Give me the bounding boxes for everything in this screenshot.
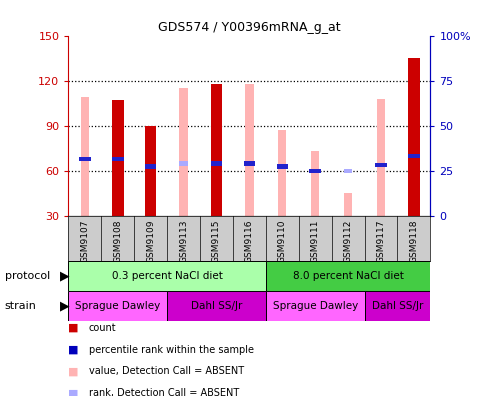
Bar [79, 156, 90, 161]
Bar [210, 161, 222, 166]
Text: GSM9116: GSM9116 [244, 219, 253, 263]
Text: 0.3 percent NaCl diet: 0.3 percent NaCl diet [111, 271, 222, 281]
Text: count: count [89, 323, 116, 333]
Text: Dahl SS/Jr: Dahl SS/Jr [190, 301, 242, 311]
Text: GSM9110: GSM9110 [277, 219, 286, 263]
Bar [309, 169, 320, 173]
Bar [278, 130, 286, 216]
Bar [112, 156, 123, 161]
Text: GSM9115: GSM9115 [212, 219, 221, 263]
Bar [343, 193, 351, 216]
Bar [276, 164, 287, 169]
Text: strain: strain [5, 301, 37, 311]
Text: GSM9113: GSM9113 [179, 219, 188, 263]
Bar [112, 100, 123, 216]
Title: GDS574 / Y00396mRNA_g_at: GDS574 / Y00396mRNA_g_at [158, 21, 340, 34]
Text: Dahl SS/Jr: Dahl SS/Jr [371, 301, 422, 311]
Bar [167, 291, 265, 321]
Bar [376, 99, 385, 216]
Bar [407, 58, 419, 216]
Bar [243, 161, 255, 166]
Text: rank, Detection Call = ABSENT: rank, Detection Call = ABSENT [89, 388, 239, 396]
Bar [179, 88, 187, 216]
Bar [144, 164, 156, 169]
Text: 8.0 percent NaCl diet: 8.0 percent NaCl diet [292, 271, 403, 281]
Bar [310, 151, 319, 216]
Text: ▶: ▶ [60, 270, 69, 283]
Bar [374, 162, 386, 167]
Text: ■: ■ [68, 323, 79, 333]
Text: ▶: ▶ [60, 299, 69, 312]
Text: GSM9109: GSM9109 [146, 219, 155, 263]
Text: GSM9108: GSM9108 [113, 219, 122, 263]
Bar [144, 126, 156, 216]
Bar [265, 261, 429, 291]
Bar [68, 291, 167, 321]
Text: GSM9111: GSM9111 [310, 219, 319, 263]
Text: percentile rank within the sample: percentile rank within the sample [89, 345, 253, 355]
Bar [245, 84, 253, 216]
Text: ■: ■ [68, 366, 79, 377]
Bar [68, 261, 265, 291]
Bar [364, 291, 429, 321]
Bar [81, 97, 89, 216]
Bar [179, 161, 187, 166]
Text: GSM9112: GSM9112 [343, 219, 352, 263]
Bar [407, 154, 419, 158]
Text: GSM9107: GSM9107 [80, 219, 89, 263]
Text: ■: ■ [68, 388, 79, 396]
Text: value, Detection Call = ABSENT: value, Detection Call = ABSENT [89, 366, 244, 377]
Bar [210, 84, 222, 216]
Text: Sprague Dawley: Sprague Dawley [272, 301, 357, 311]
Text: Sprague Dawley: Sprague Dawley [75, 301, 160, 311]
Bar [265, 291, 364, 321]
Text: GSM9118: GSM9118 [408, 219, 418, 263]
Text: ■: ■ [68, 345, 79, 355]
Text: protocol: protocol [5, 271, 50, 281]
Bar [343, 169, 351, 173]
Text: GSM9117: GSM9117 [376, 219, 385, 263]
